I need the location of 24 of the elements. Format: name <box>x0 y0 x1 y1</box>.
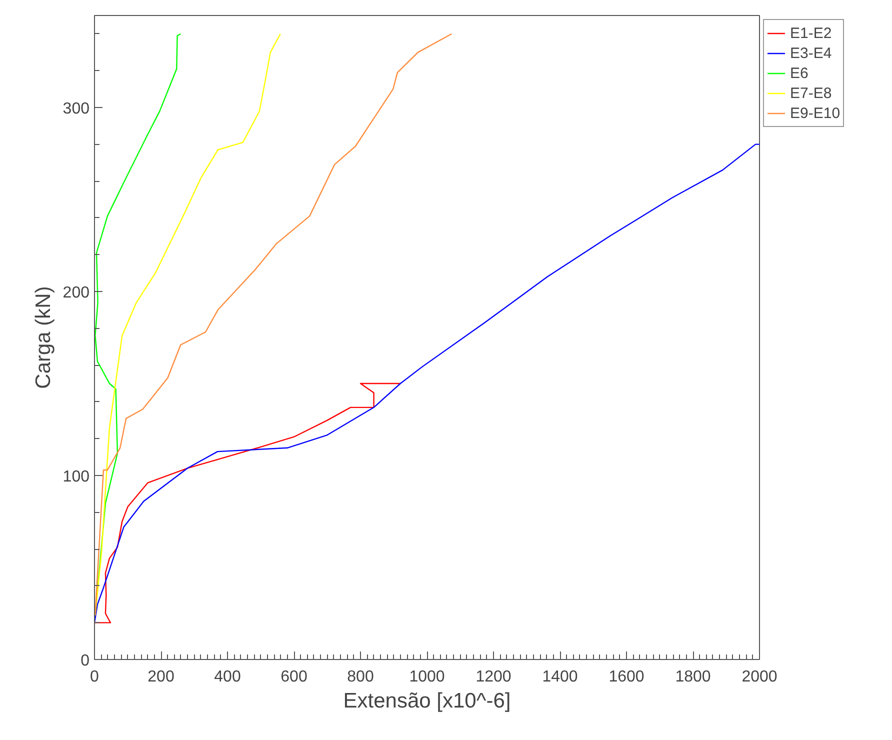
line-series <box>94 144 760 624</box>
x-tick-label: 2000 <box>742 668 778 686</box>
y-tick-label: 200 <box>62 284 90 302</box>
legend-label: E9-E10 <box>790 104 840 122</box>
x-tick-label: 800 <box>347 668 374 686</box>
x-tick-label: 600 <box>280 668 308 686</box>
x-tick-label: 1600 <box>608 668 644 686</box>
x-axis-title: Extensão [x10^-6] <box>343 690 511 712</box>
legend-label: E6 <box>790 64 810 82</box>
x-tick-label: 200 <box>148 668 174 686</box>
legend-label: E3-E4 <box>790 44 832 62</box>
y-tick-label: 300 <box>62 100 90 118</box>
y-tick-label: 100 <box>62 468 90 486</box>
x-tick-label: 1400 <box>542 668 578 686</box>
x-tick-label: 1200 <box>476 668 512 686</box>
y-axis-title: Carga (kN) <box>32 286 55 389</box>
y-tick-label: 0 <box>80 652 90 670</box>
x-tick-label: 1800 <box>675 668 711 686</box>
x-tick-label: 1000 <box>409 668 445 686</box>
legend-label: E7-E8 <box>790 84 832 102</box>
legend-label: E1-E2 <box>790 24 832 42</box>
x-tick-label: 400 <box>214 668 241 686</box>
line-series <box>94 382 401 624</box>
line-series <box>94 33 452 616</box>
